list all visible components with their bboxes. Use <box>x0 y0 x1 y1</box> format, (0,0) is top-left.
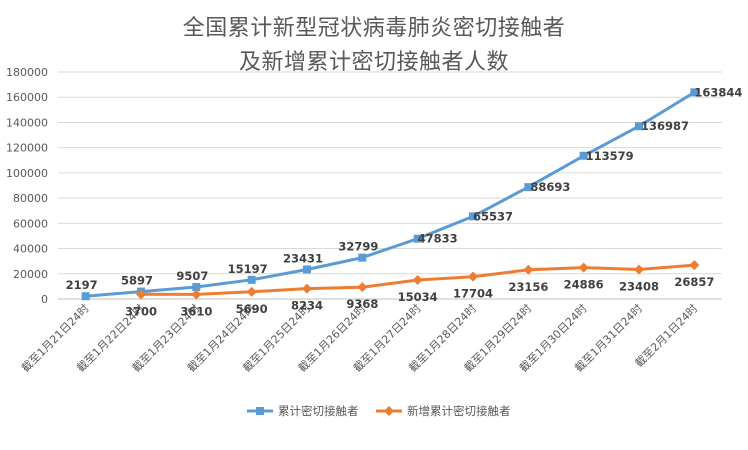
chart-title-line-2: 及新增累计密切接触者人数 <box>238 50 509 75</box>
data-label: 9368 <box>346 297 378 311</box>
data-point-marker <box>689 260 700 271</box>
y-tick-label: 20000 <box>13 268 48 281</box>
series-line <box>84 90 696 298</box>
data-label: 136987 <box>641 119 689 133</box>
data-label: 32799 <box>338 240 378 254</box>
data-point-marker <box>524 183 533 192</box>
data-point-marker <box>81 292 90 301</box>
data-label: 47833 <box>418 232 458 246</box>
y-tick-label: 60000 <box>13 217 48 230</box>
data-point-marker <box>635 122 643 131</box>
legend-marker <box>384 406 394 416</box>
data-point-marker <box>357 282 368 293</box>
data-point-marker <box>690 88 699 97</box>
data-point-marker <box>191 289 202 300</box>
legend-label: 新增累计密切接触者 <box>407 404 511 418</box>
data-label: 23431 <box>283 251 323 265</box>
data-label: 113579 <box>586 149 634 163</box>
data-label: 3610 <box>180 304 212 318</box>
data-point-marker <box>136 289 146 300</box>
data-point-marker <box>523 264 534 275</box>
legend-marker <box>256 407 264 415</box>
data-point-marker <box>413 234 422 243</box>
data-label: 5690 <box>236 302 268 316</box>
data-point-marker <box>578 262 589 273</box>
data-point-marker <box>579 151 588 160</box>
data-point-marker <box>192 283 201 292</box>
data-point-marker <box>468 271 478 282</box>
data-label: 163844 <box>694 85 742 99</box>
data-label: 8234 <box>291 299 323 313</box>
data-label: 88693 <box>530 180 570 194</box>
data-label: 26857 <box>674 275 714 289</box>
data-point-marker <box>634 264 644 275</box>
data-point-marker <box>469 212 477 221</box>
y-tick-label: 80000 <box>13 192 48 205</box>
data-point-marker <box>358 253 367 262</box>
data-label: 3700 <box>125 304 157 318</box>
data-label: 2197 <box>66 278 98 292</box>
chart-title-line-1: 全国累计新型冠状病毒肺炎密切接触者 <box>182 16 566 41</box>
legend-label: 累计密切接触者 <box>278 404 359 418</box>
data-label: 23156 <box>508 280 548 294</box>
y-tick-label: 120000 <box>6 142 48 155</box>
data-label: 24886 <box>564 278 604 292</box>
y-tick-label: 160000 <box>6 91 48 104</box>
data-point-marker <box>247 275 256 284</box>
data-label: 9507 <box>176 269 208 283</box>
data-label: 5897 <box>121 274 153 288</box>
y-tick-label: 180000 <box>6 66 48 79</box>
data-point-marker <box>412 275 423 286</box>
data-point-marker <box>303 265 311 274</box>
y-tick-label: 100000 <box>6 167 48 180</box>
data-label: 17704 <box>453 287 493 301</box>
y-tick-label: 0 <box>41 293 48 306</box>
data-point-marker <box>302 283 312 294</box>
data-label: 15197 <box>228 262 268 276</box>
data-label: 15034 <box>398 290 438 304</box>
data-label: 23408 <box>619 279 659 293</box>
y-tick-label: 40000 <box>13 243 48 256</box>
y-tick-label: 140000 <box>6 116 48 129</box>
data-label: 65537 <box>473 209 513 223</box>
data-point-marker <box>246 286 257 297</box>
